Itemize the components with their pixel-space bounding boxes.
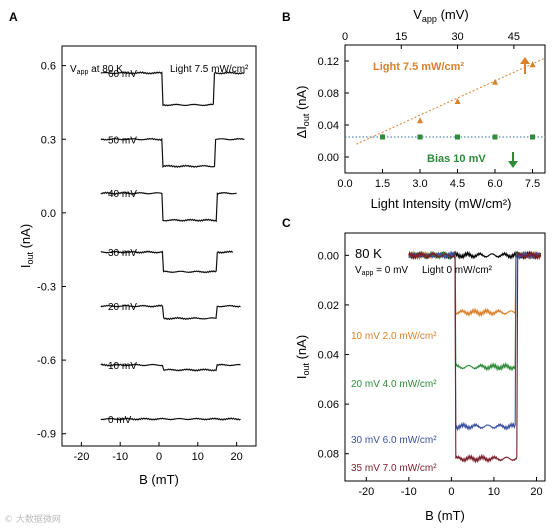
- panel-c-label-35mv: 35 mV 7.0 mW/cm²: [351, 463, 437, 474]
- panel-c-x-tick-label: -20: [358, 486, 374, 498]
- panel-a-trace-label: 0 mV: [108, 415, 132, 426]
- panel-a-trace-label: 30 mV: [108, 248, 137, 259]
- panel-c-y-tick-label: 0.02: [318, 300, 339, 312]
- panel-b-bias-point: [380, 134, 385, 140]
- panel-a-x-label: B (mT): [139, 472, 179, 487]
- panel-a-trace-label: 40 mV: [108, 189, 137, 200]
- panel-c-temperature: 80 K: [355, 246, 382, 261]
- panel-a-trace: [100, 71, 245, 107]
- panel-b-light-point: [529, 61, 536, 68]
- panel-c-y-tick-label: 0.04: [318, 350, 339, 362]
- panel-a-y-tick-label: -0.6: [37, 355, 56, 367]
- panel-c-y-tick-label: 0.08: [318, 449, 339, 461]
- panel-b-axes: 0.0 1.5 3.0 4.5 6.0 7.5 0 15 30 45 0.00 0.04 0.08 0.1…: [318, 31, 541, 190]
- panel-b-legend-bias: Bias 10 mV: [427, 153, 486, 165]
- panel-c-light-label: Light 0 mW/cm²: [422, 265, 493, 276]
- panel-c-axes: -20 -10 0 10 20 0.00 0.02 0.04 0.06 0.08: [318, 250, 543, 498]
- panel-a-trace-label: 50 mV: [108, 135, 137, 146]
- panel-b-x-tick-label: 1.5: [375, 178, 390, 190]
- panel-c-label-30mv: 30 mV 6.0 mW/cm²: [351, 435, 437, 446]
- up-arrow-icon: [520, 57, 530, 74]
- panel-b-bias-point: [455, 134, 460, 140]
- panel-b-top-tick-label: 0: [342, 31, 348, 43]
- panel-a-y-label: Iout (nA): [18, 224, 35, 268]
- panel-c-x-tick-label: 20: [530, 486, 542, 498]
- panel-c-y-label: Iout (nA): [294, 335, 311, 379]
- panel-c: C -20 -10 0 10 20 0.00 0.02 0.04 0.06 0.08 80 K V…: [282, 216, 546, 523]
- panel-c-trace: [408, 250, 542, 318]
- panel-a-x-tick-label: 10: [192, 451, 204, 463]
- panel-b-frame: [344, 44, 546, 174]
- panel-c-trace: [408, 250, 542, 464]
- panel-a-trace: [100, 417, 241, 421]
- panel-a-y-tick-label: -0.9: [37, 429, 56, 441]
- panel-c-x-tick-label: 10: [488, 486, 500, 498]
- panel-c-label-10mv: 10 mV 2.0 mW/cm²: [351, 331, 437, 342]
- panel-b-light-point: [417, 117, 424, 124]
- panel-a-x-tick-label: 0: [156, 451, 162, 463]
- watermark: © 大数据微网: [4, 513, 61, 525]
- panel-a-x-tick-label: -20: [73, 451, 89, 463]
- panel-b-x-tick-label: 0.0: [337, 178, 352, 190]
- panel-b-y-label: ΔIout (nA): [294, 86, 311, 139]
- panel-a-trace-label: 20 mV: [108, 302, 137, 313]
- panel-b-x-tick-label: 4.5: [450, 178, 465, 190]
- panel-b-y-tick-label: 0.08: [318, 88, 339, 100]
- panel-a-axes: -20 -10 0 10 20 0.6 0.3 0.0 -0.3 -0.6 -0.9: [37, 61, 243, 463]
- panel-a-y-tick-label: -0.3: [37, 281, 56, 293]
- panel-a-trace: [100, 191, 237, 223]
- panel-b-y-tick-label: 0.12: [318, 56, 339, 68]
- panel-c-y-tick-label: 0.06: [318, 399, 339, 411]
- panel-a-condition-label: Vapp at 80 K: [70, 64, 123, 76]
- panel-a-trace-label: 10 mV: [108, 361, 137, 372]
- panel-c-x-label: B (mT): [425, 508, 465, 523]
- panel-b-x-tick-label: 7.5: [525, 178, 540, 190]
- panel-b-bias-point: [417, 134, 423, 140]
- panel-a-trace-label: 60 mV: [108, 69, 137, 80]
- panel-a: A -20 -10 0 10 20 0.6 0.3 0.0 -0.3 -0.6 -0.9 60 mV…: [9, 10, 257, 487]
- panel-b-light-point: [492, 78, 499, 85]
- panel-b-y-tick-label: 0.00: [318, 152, 339, 164]
- panel-a-trace: [100, 250, 234, 274]
- panel-c-y-tick-label: 0.00: [318, 250, 339, 262]
- panel-c-vapp-label: Vapp = 0 mV: [355, 265, 408, 277]
- panel-a-traces: 60 mV 50 mV 40 mV 30 mV 20 mV 10 mV 0 mV: [100, 69, 245, 426]
- panel-b-legend-light: Light 7.5 mW/cm²: [373, 61, 464, 73]
- panel-a-y-tick-label: 0.0: [41, 208, 56, 220]
- panel-b-light-point: [454, 98, 461, 104]
- panel-a-light-label: Light 7.5 mW/cm²: [170, 64, 249, 75]
- panel-c-frame: [344, 232, 546, 482]
- panel-a-trace: [100, 363, 241, 372]
- panel-c-x-tick-label: -10: [401, 486, 417, 498]
- panel-b-x-tick-label: 6.0: [487, 178, 502, 190]
- panel-b-bias-point: [530, 134, 535, 140]
- panel-b-bias-point: [492, 134, 498, 140]
- panel-c-x-tick-label: 0: [448, 486, 454, 498]
- panel-a-trace: [100, 137, 245, 169]
- panel-a-trace: [100, 304, 241, 321]
- panel-b-x-tick-label: 3.0: [412, 178, 427, 190]
- panel-c-traces: [408, 250, 542, 464]
- panel-a-x-tick-label: -10: [112, 451, 128, 463]
- panel-b: B 0.0 1.5 3.0 4.5 6.0 7.50 15 30 450.000.040.080…: [282, 7, 546, 211]
- panel-c-letter: C: [282, 216, 291, 230]
- panel-b-x-label: Light Intensity (mW/cm²): [371, 196, 512, 211]
- panel-b-top-x-label: Vapp (mV): [413, 7, 468, 24]
- panel-a-x-tick-label: 20: [230, 451, 242, 463]
- panel-b-points: [345, 58, 545, 145]
- panel-b-top-tick-label: 30: [451, 31, 463, 43]
- panel-b-letter: B: [282, 10, 291, 24]
- down-arrow-icon: [508, 152, 518, 168]
- panel-c-label-20mv: 20 mV 4.0 mW/cm²: [351, 379, 437, 390]
- panel-b-y-tick-label: 0.04: [318, 120, 339, 132]
- panel-b-top-tick-label: 45: [508, 31, 520, 43]
- panel-b-top-tick-label: 15: [395, 31, 407, 43]
- panel-a-y-tick-label: 0.3: [41, 134, 56, 146]
- panel-a-y-tick-label: 0.6: [41, 61, 56, 73]
- panel-a-frame: [61, 45, 257, 447]
- panel-a-letter: A: [9, 10, 18, 24]
